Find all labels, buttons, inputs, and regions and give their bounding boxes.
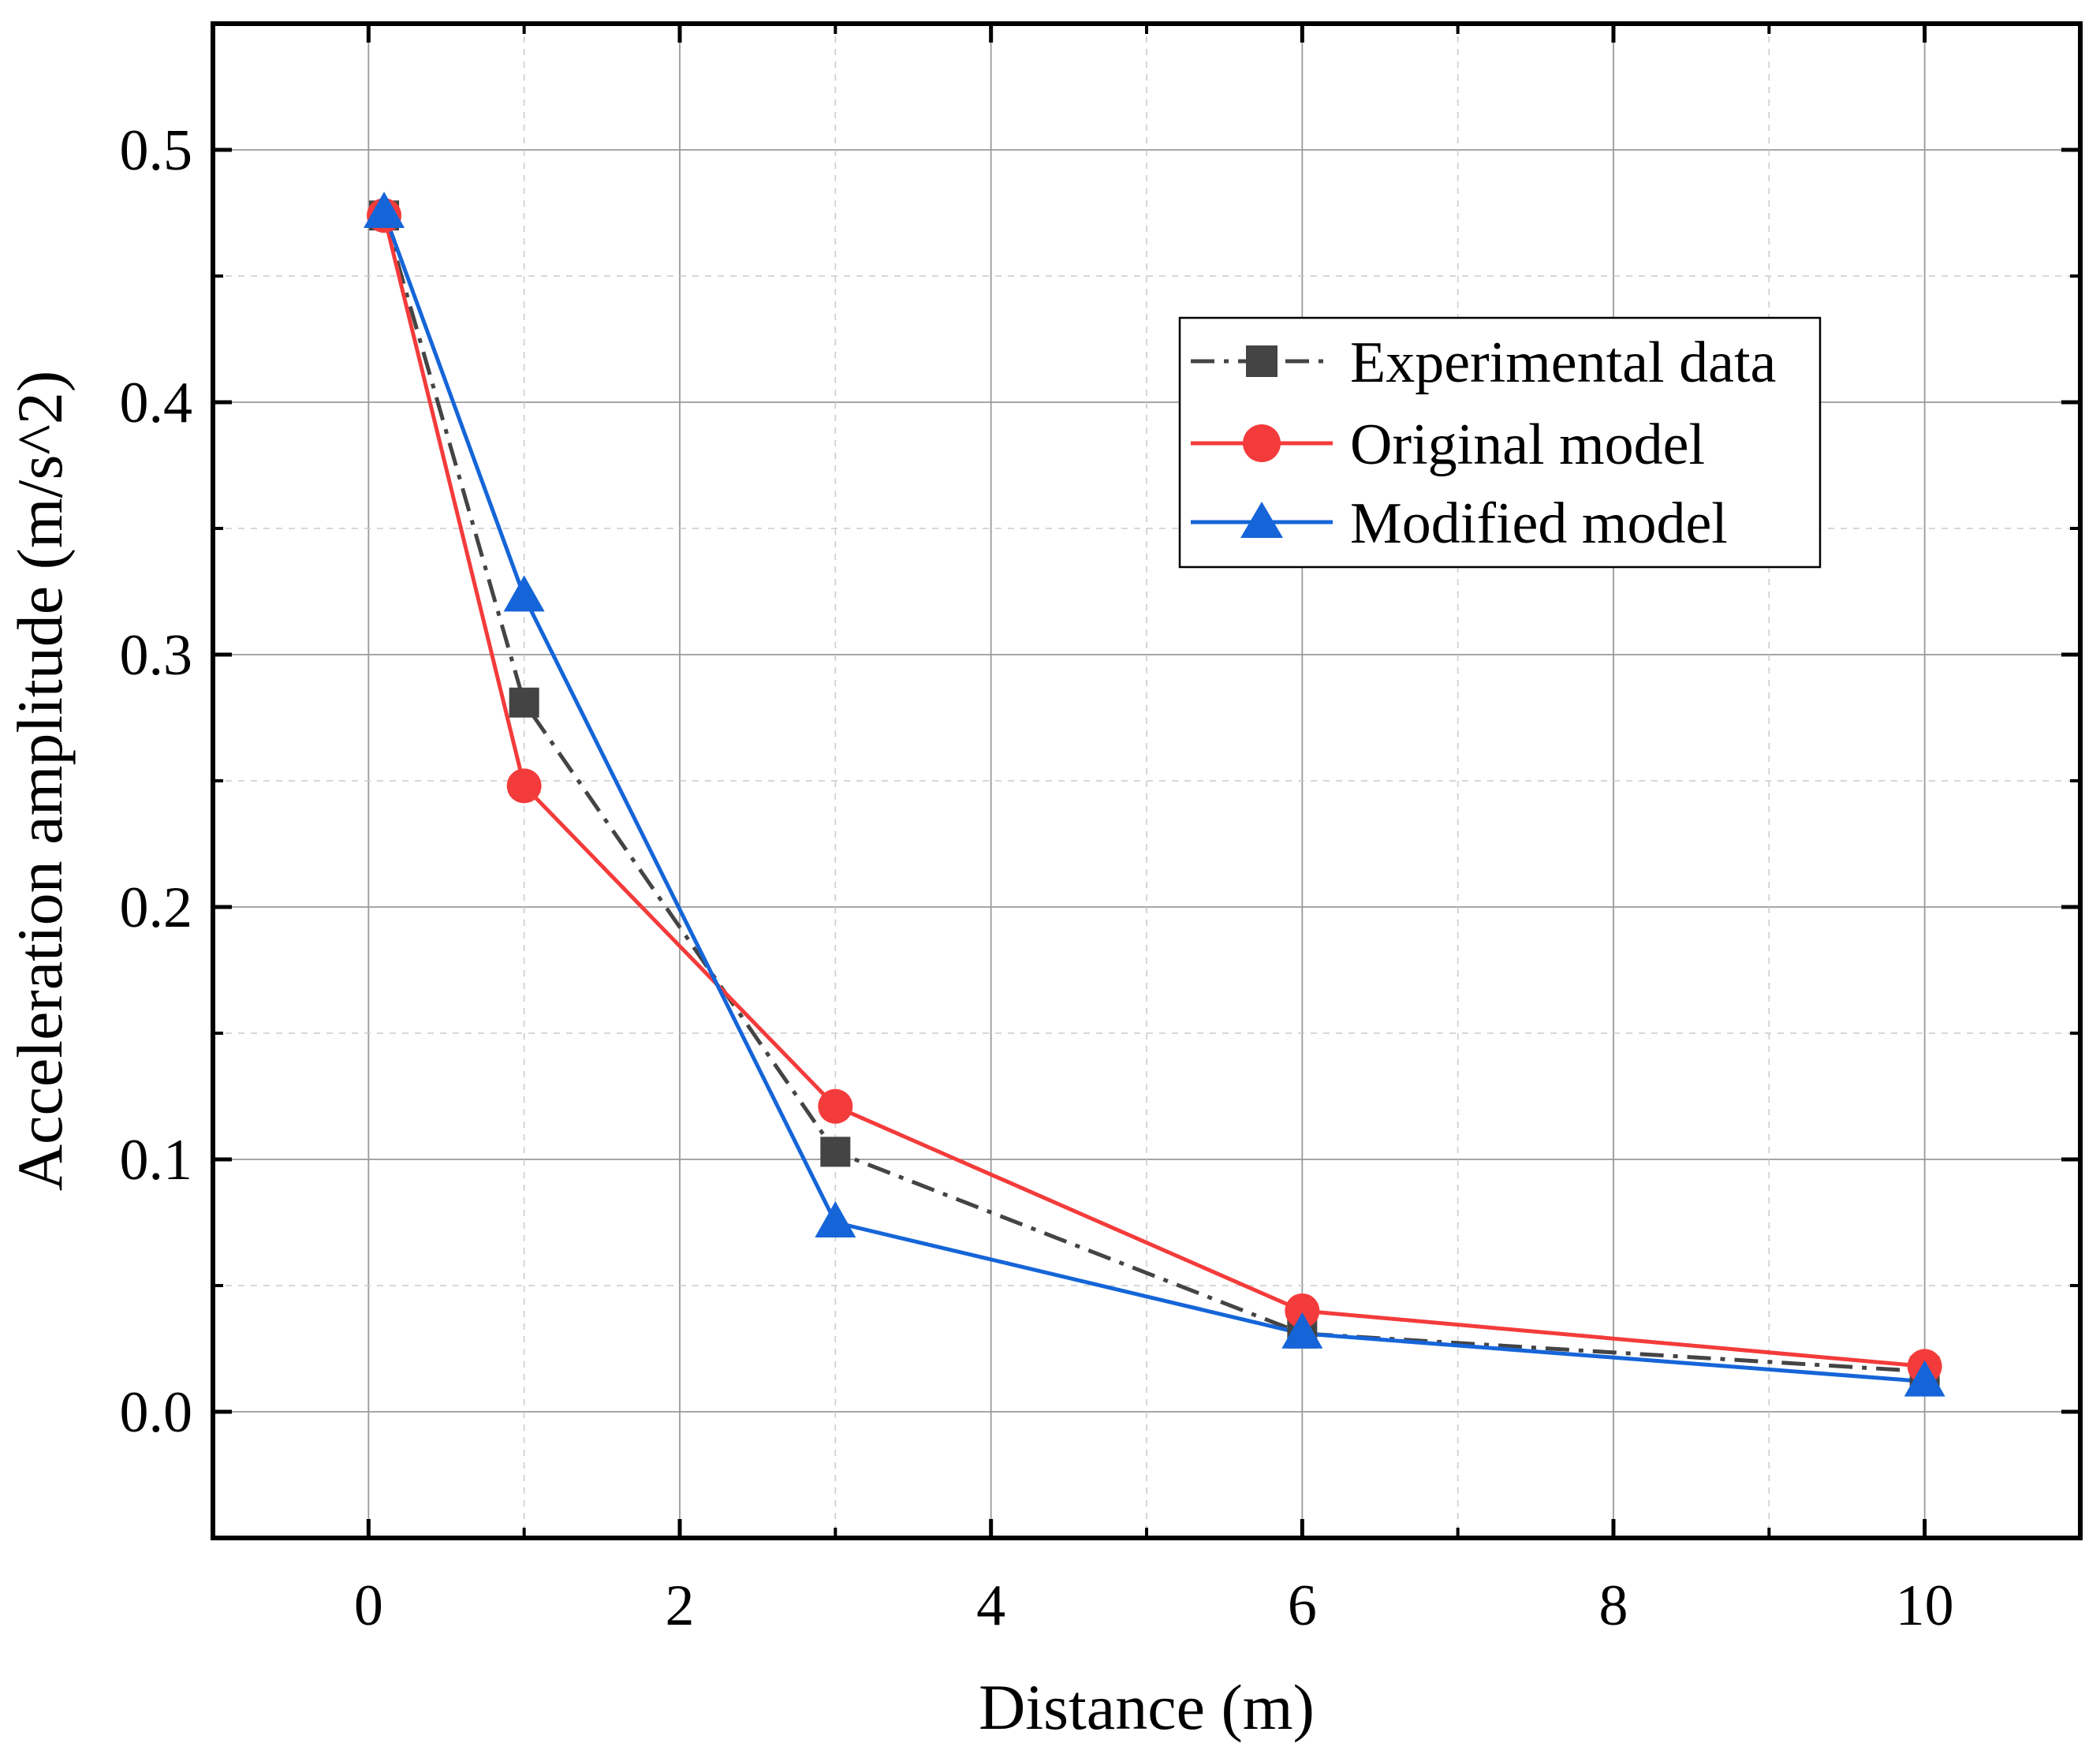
data-point-triangle — [1281, 1312, 1323, 1349]
legend-marker-square — [1246, 345, 1278, 377]
data-point-square — [820, 1137, 851, 1167]
y-tick-label: 0.2 — [120, 875, 193, 940]
legend-label-modified: Modified model — [1350, 491, 1728, 556]
data-point-triangle — [364, 192, 405, 228]
x-axis-title: Distance (m) — [979, 1671, 1315, 1743]
x-tick-label: 4 — [976, 1573, 1005, 1638]
legend-label-experimental: Experimental data — [1350, 330, 1776, 395]
legend: Experimental data Original model Modifie… — [1178, 316, 1822, 569]
y-tick-label: 0.1 — [120, 1128, 193, 1193]
legend-item-modified: Modified model — [1191, 491, 1728, 556]
data-point-circle — [506, 768, 542, 804]
series-layer — [364, 192, 1945, 1397]
x-tick-label: 8 — [1599, 1573, 1628, 1638]
legend-item-experimental: Experimental data — [1191, 330, 1776, 395]
tick-labels: 0 2 4 6 8 10 0.0 0.1 0.2 0.3 0.4 0.5 — [120, 118, 1954, 1638]
y-tick-label: 0.4 — [120, 371, 193, 435]
legend-label-original: Original model — [1350, 412, 1705, 477]
data-point-triangle — [815, 1201, 856, 1237]
legend-item-original: Original model — [1191, 412, 1705, 477]
data-point-square — [509, 687, 539, 718]
x-tick-label: 2 — [666, 1573, 695, 1638]
legend-marker-triangle — [1240, 502, 1283, 538]
data-point-triangle — [1904, 1360, 1945, 1397]
x-tick-label: 10 — [1896, 1573, 1954, 1638]
data-point-triangle — [503, 575, 545, 612]
y-tick-label: 0.5 — [120, 118, 193, 183]
data-point-circle — [1285, 1293, 1320, 1328]
y-axis-title: Acceleration amplitude (m/s^2) — [4, 371, 76, 1191]
y-tick-label: 0.3 — [120, 623, 193, 688]
axis-ticks — [213, 24, 2080, 1538]
y-tick-label: 0.0 — [120, 1380, 193, 1445]
x-tick-label: 6 — [1288, 1573, 1317, 1638]
x-tick-label: 0 — [354, 1573, 383, 1638]
legend-marker-circle — [1243, 424, 1281, 462]
data-point-circle — [818, 1088, 853, 1124]
